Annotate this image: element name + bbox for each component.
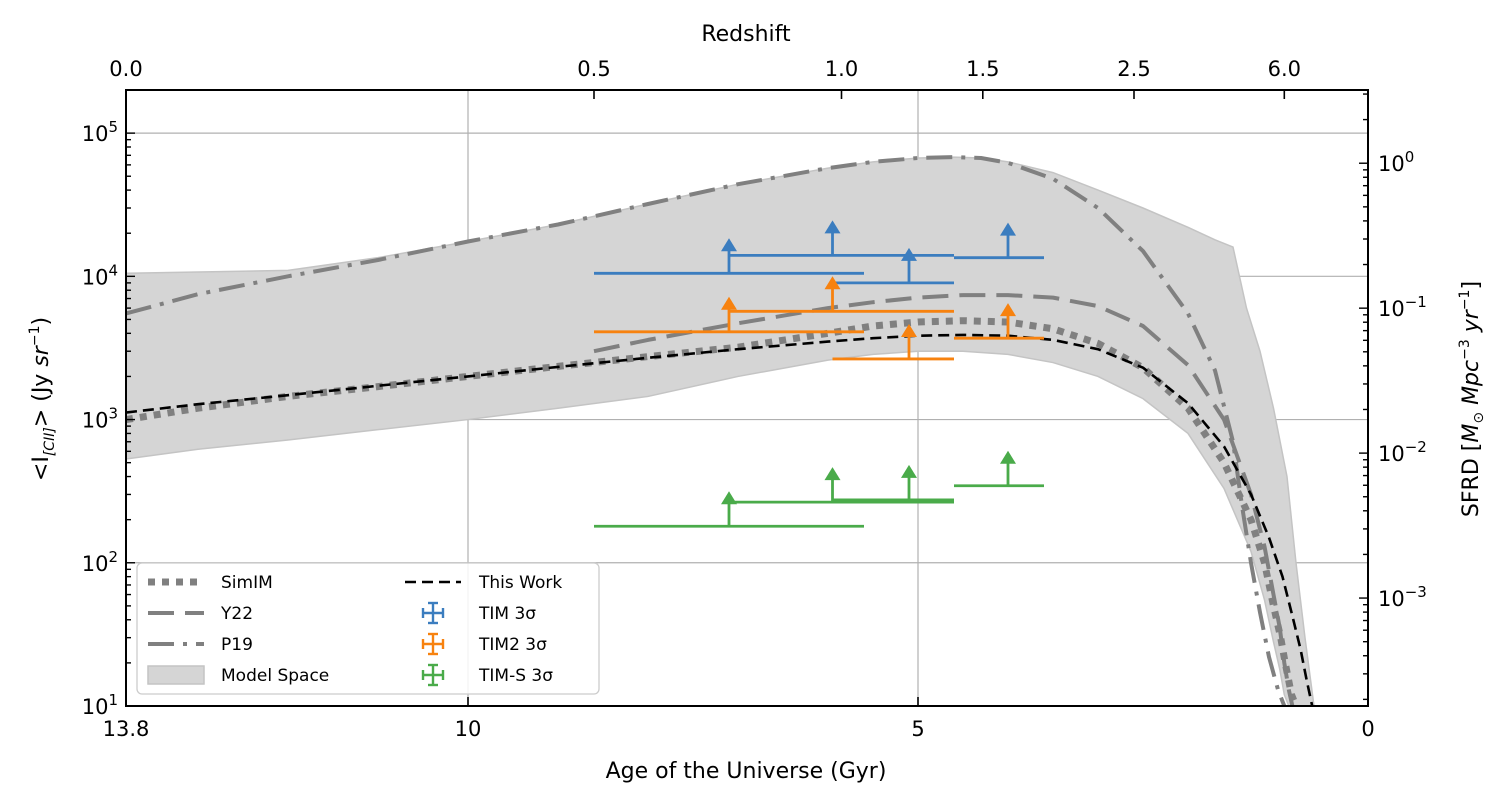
x-top-tick-label: 0.0 — [109, 57, 142, 81]
x-tick-label: 10 — [455, 717, 482, 741]
legend-handle-patch — [147, 665, 205, 685]
limit-group-tim2-3- — [594, 276, 1044, 361]
x-top-tick-label: 2.5 — [1117, 57, 1150, 81]
y2-tick-label: 100 — [1378, 148, 1414, 176]
y2-tick-label: 10−3 — [1378, 583, 1427, 611]
tick-marks — [125, 89, 1369, 707]
y-tick-label: 105 — [82, 118, 118, 146]
legend-label: This Work — [478, 573, 562, 593]
x-tick-label: 13.8 — [103, 717, 150, 741]
y2-axis-title: SFRD [M⊙ Mpc−3 yr−1] — [1457, 281, 1487, 517]
limit-arrowhead — [1000, 303, 1016, 317]
series-p19 — [126, 155, 1287, 706]
plot-frame — [125, 89, 1369, 707]
legend-label: TIM2 3σ — [478, 635, 547, 655]
limit-group-tim-3- — [594, 220, 1044, 285]
limit-arrowhead — [721, 296, 737, 310]
lower-limit-points — [594, 220, 1044, 528]
x-top-tick-label: 0.5 — [577, 57, 610, 81]
limit-arrowhead — [1000, 222, 1016, 236]
legend-label: Y22 — [220, 604, 253, 624]
series-y22 — [593, 293, 1295, 706]
limit-arrowhead — [824, 467, 841, 481]
legend-label: TIM-S 3σ — [478, 666, 553, 686]
legend-label: SimIM — [221, 573, 273, 593]
y2-tick-label: 10−1 — [1378, 293, 1427, 321]
x-axis-title: Age of the Universe (Gyr) — [606, 759, 887, 784]
y-tick-label: 104 — [82, 261, 118, 289]
x-top-tick-label: 1.0 — [825, 57, 858, 81]
y2-tick-label: 10−2 — [1378, 438, 1427, 466]
y-tick-label: 103 — [82, 405, 118, 433]
tick-labels: 13.8 10 5 00.0 0.5 1.0 1.5 2.5 6.010110210310410… — [82, 57, 1427, 741]
axes — [125, 89, 1369, 707]
x-tick-label: 5 — [911, 717, 924, 741]
x-top-axis-title: Redshift — [701, 22, 791, 47]
limit-arrowhead — [824, 276, 841, 290]
legend-label: P19 — [221, 635, 253, 655]
limit-arrowhead — [901, 323, 917, 337]
y-axis-title: <I[CII]> (Jy sr−1) — [27, 317, 58, 481]
legend-label: TIM 3σ — [478, 604, 536, 624]
y-tick-label: 102 — [82, 548, 118, 576]
limit-arrowhead — [901, 464, 917, 478]
limit-arrowhead — [1000, 450, 1016, 464]
x-tick-label: 0 — [1361, 717, 1374, 741]
legend-box — [136, 562, 600, 695]
legend-label: Model Space — [221, 666, 329, 686]
y-tick-label: 101 — [82, 691, 118, 719]
legend: SimIM Y22 P19 Model Space This Work TIM 3σ TIM… — [136, 562, 600, 695]
x-top-tick-label: 1.5 — [966, 57, 999, 81]
limit-arrowhead — [824, 220, 841, 234]
x-top-tick-label: 6.0 — [1268, 57, 1301, 81]
limit-arrowhead — [901, 247, 917, 261]
limit-group-tim-s-3- — [594, 450, 1044, 528]
limit-arrowhead — [721, 238, 737, 252]
